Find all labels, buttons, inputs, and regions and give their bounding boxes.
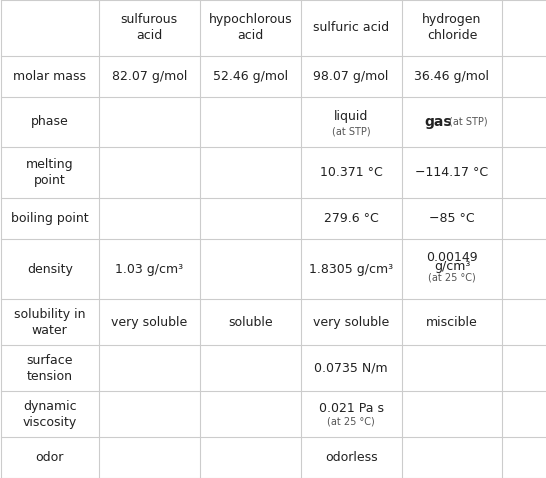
Text: boiling point: boiling point	[11, 212, 88, 225]
Text: (at 25 °C): (at 25 °C)	[428, 273, 476, 283]
Text: dynamic
viscosity: dynamic viscosity	[23, 400, 77, 428]
Text: melting
point: melting point	[26, 158, 74, 187]
Text: surface
tension: surface tension	[27, 354, 73, 383]
Text: molar mass: molar mass	[13, 69, 86, 83]
Text: odor: odor	[35, 451, 64, 464]
Text: 52.46 g/mol: 52.46 g/mol	[212, 69, 288, 83]
Text: 0.021 Pa s: 0.021 Pa s	[318, 402, 384, 415]
Text: 1.8305 g/cm³: 1.8305 g/cm³	[309, 263, 393, 276]
Text: 82.07 g/mol: 82.07 g/mol	[111, 69, 187, 83]
Text: odorless: odorless	[325, 451, 377, 464]
Text: g/cm³: g/cm³	[434, 261, 470, 273]
Text: 36.46 g/mol: 36.46 g/mol	[414, 69, 489, 83]
Text: sulfurous
acid: sulfurous acid	[121, 13, 178, 42]
Text: phase: phase	[31, 115, 69, 129]
Text: sulfuric acid: sulfuric acid	[313, 21, 389, 34]
Text: −85 °C: −85 °C	[429, 212, 475, 225]
Text: hydrogen
chloride: hydrogen chloride	[422, 13, 482, 42]
Text: 0.0735 N/m: 0.0735 N/m	[314, 362, 388, 375]
Text: very soluble: very soluble	[313, 316, 389, 329]
Text: liquid: liquid	[334, 109, 368, 123]
Text: (at STP): (at STP)	[332, 127, 370, 137]
Text: 1.03 g/cm³: 1.03 g/cm³	[115, 263, 183, 276]
Text: 279.6 °C: 279.6 °C	[324, 212, 378, 225]
Text: solubility in
water: solubility in water	[14, 308, 86, 337]
Text: hypochlorous
acid: hypochlorous acid	[209, 13, 292, 42]
Text: 10.371 °C: 10.371 °C	[320, 166, 382, 179]
Text: density: density	[27, 263, 73, 276]
Text: (at STP): (at STP)	[449, 117, 488, 127]
Text: 0.00149: 0.00149	[426, 251, 478, 264]
Text: (at 25 °C): (at 25 °C)	[327, 416, 375, 426]
Text: 98.07 g/mol: 98.07 g/mol	[313, 69, 389, 83]
Text: soluble: soluble	[228, 316, 272, 329]
Text: −114.17 °C: −114.17 °C	[416, 166, 489, 179]
Text: very soluble: very soluble	[111, 316, 187, 329]
Text: miscible: miscible	[426, 316, 478, 329]
Text: gas: gas	[424, 115, 452, 129]
